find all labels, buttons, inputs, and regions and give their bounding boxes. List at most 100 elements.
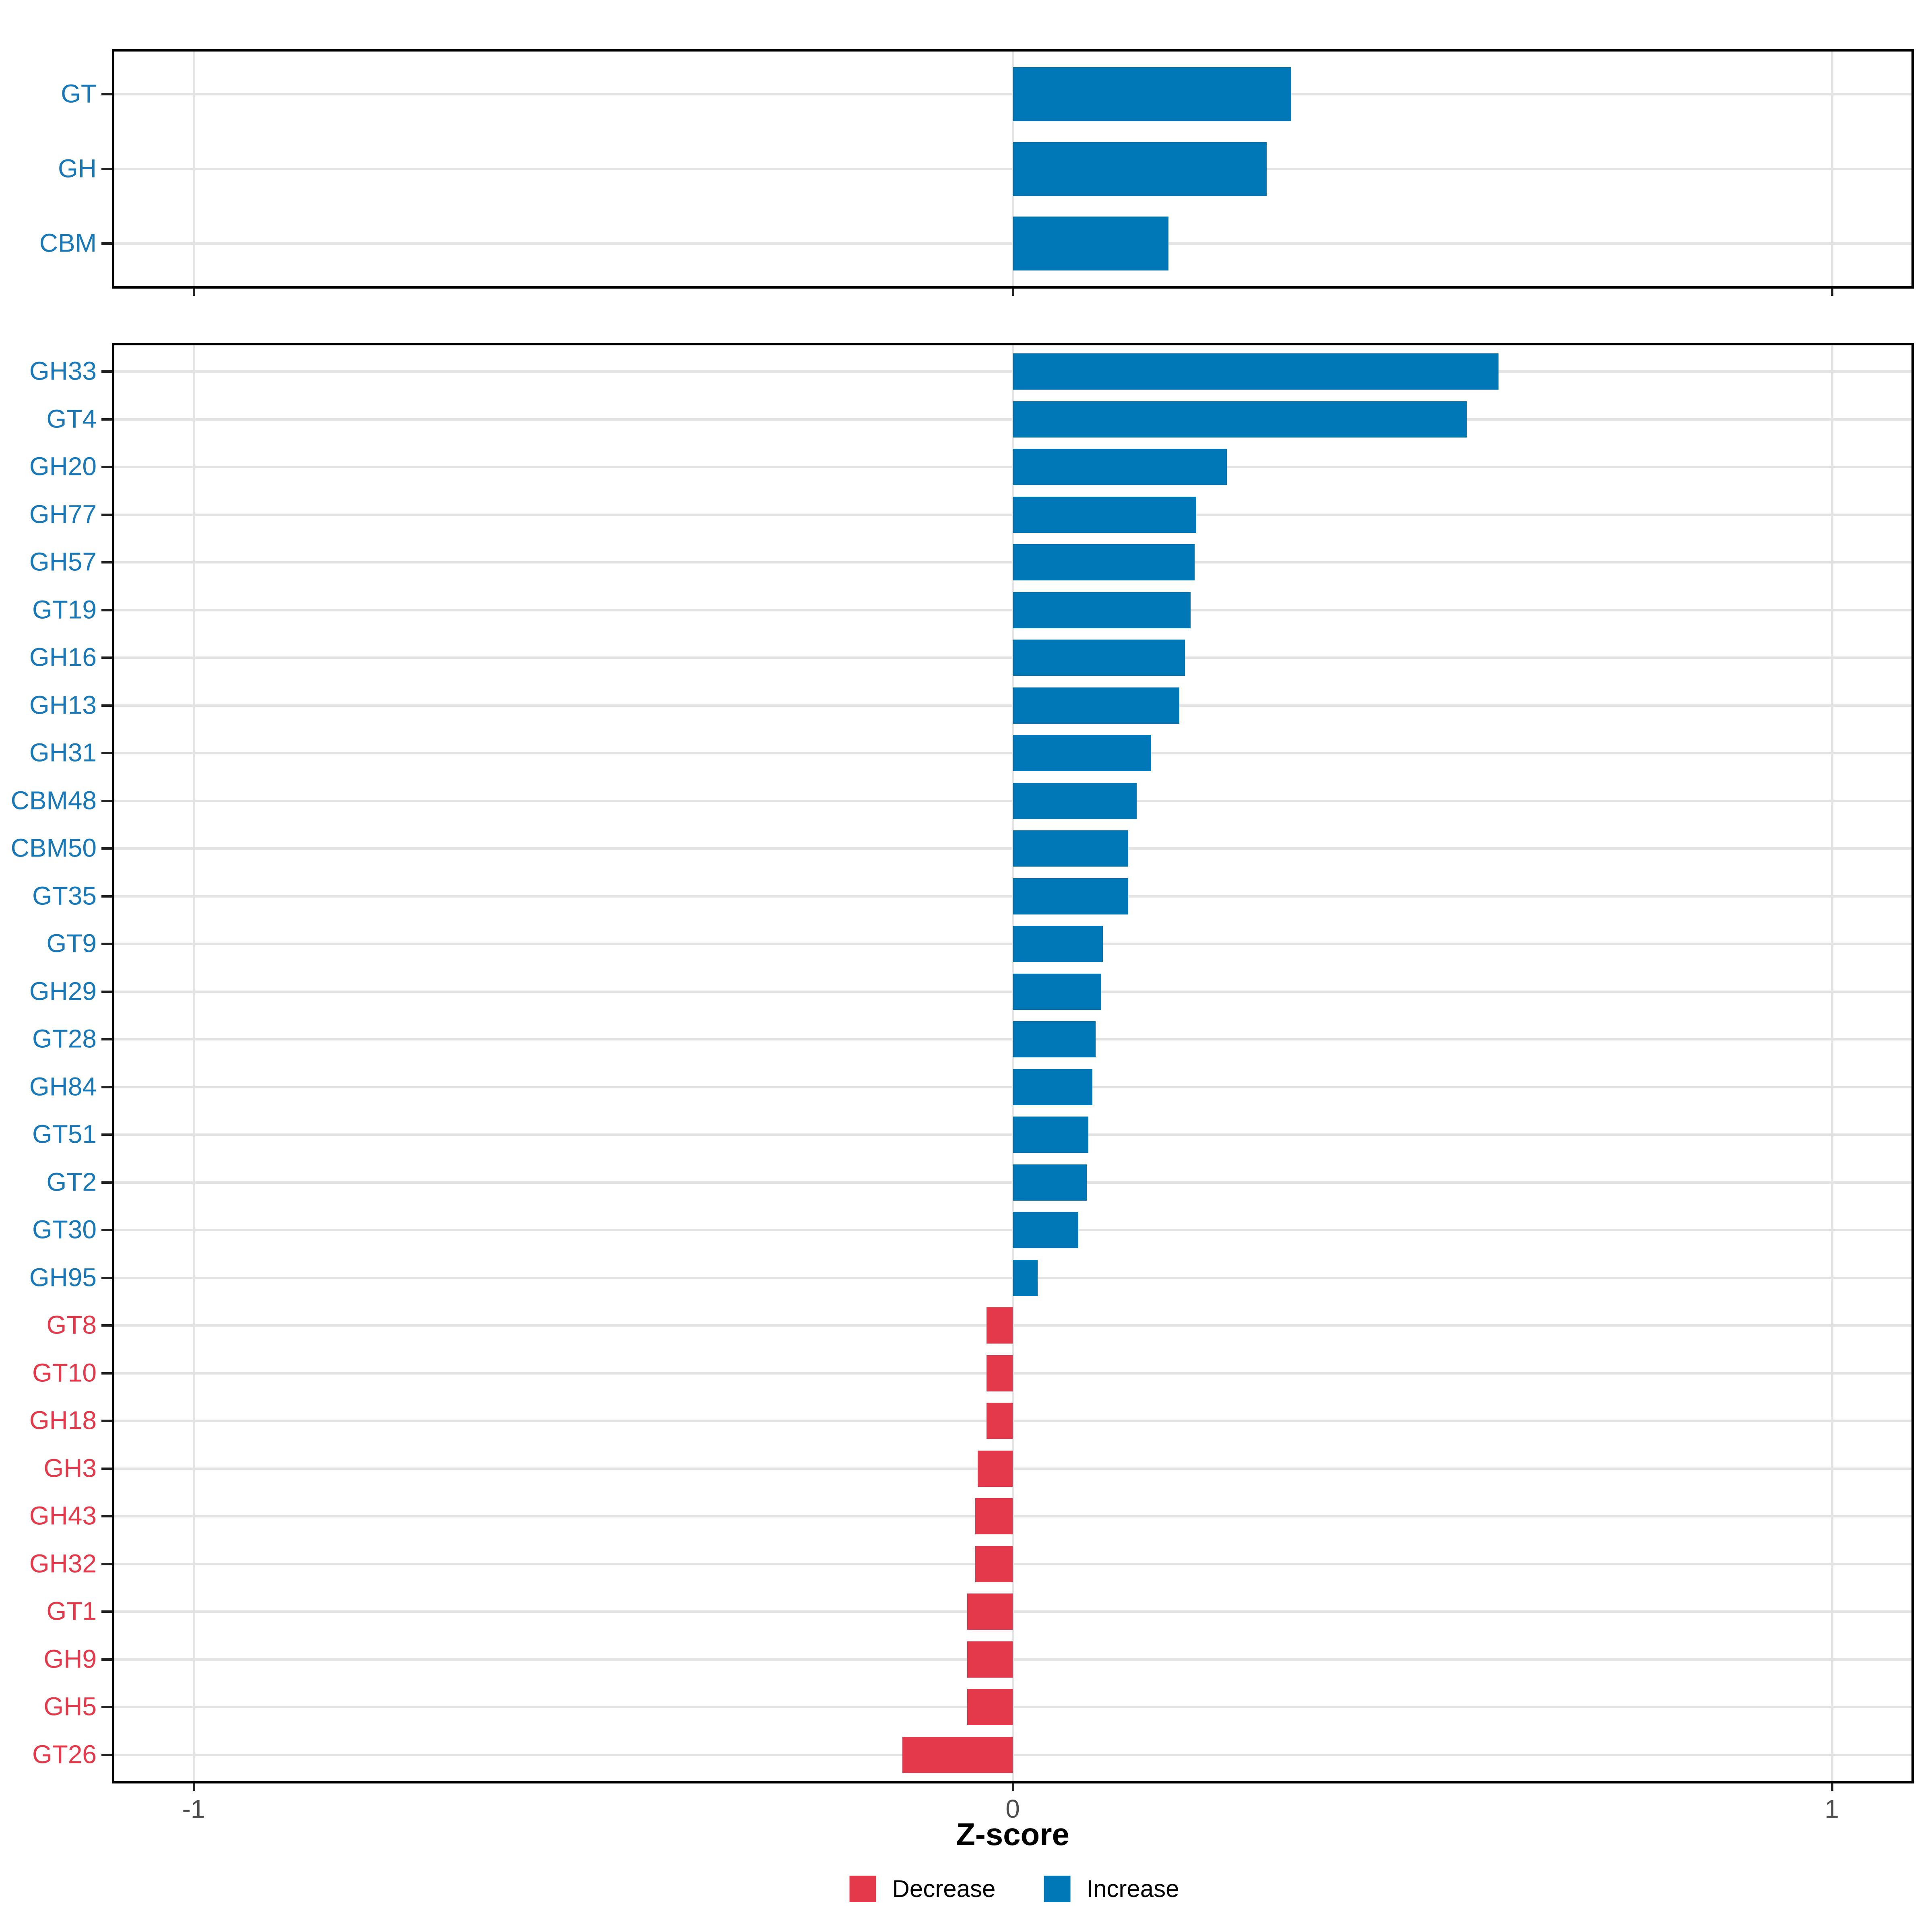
y-axis-tick [101, 561, 112, 564]
bar-gt8 [987, 1307, 1013, 1344]
x-axis-tick [192, 1783, 195, 1791]
x-axis-tick [1011, 289, 1014, 296]
bar-gt28 [1013, 1021, 1096, 1058]
y-axis-tick [101, 656, 112, 659]
category-label-gh57: GH57 [29, 547, 97, 576]
category-label-cbm48: CBM48 [10, 786, 97, 815]
gridline-horizontal [114, 1658, 1911, 1661]
bar-gt35 [1013, 878, 1129, 914]
bottom-panel [112, 343, 1914, 1783]
category-label-gh95: GH95 [29, 1263, 97, 1292]
gridline-horizontal [114, 1372, 1911, 1375]
y-axis-tick [101, 1420, 112, 1422]
y-axis-tick [101, 167, 112, 170]
bar-gt51 [1013, 1117, 1088, 1153]
y-axis-tick [101, 1181, 112, 1184]
y-axis-tick [101, 1133, 112, 1136]
y-axis-tick [101, 704, 112, 707]
category-label-gh31: GH31 [29, 738, 97, 767]
bar-gh3 [977, 1450, 1013, 1487]
y-axis-tick [101, 1515, 112, 1518]
bar-gt30 [1013, 1212, 1079, 1249]
y-axis-tick [101, 1467, 112, 1470]
category-label-gt4: GT4 [46, 404, 97, 433]
y-axis-tick [101, 466, 112, 469]
category-label-cbm: CBM [39, 229, 97, 258]
bar-gh77 [1013, 496, 1197, 533]
x-tick-label-pos1: 1 [1825, 1794, 1839, 1823]
bar-cbm [1013, 217, 1169, 271]
category-label-gh20: GH20 [29, 452, 97, 481]
y-axis-tick [101, 1610, 112, 1613]
legend-item-increase: Increase [1044, 1876, 1179, 1902]
bar-gt26 [902, 1736, 1013, 1773]
category-label-gh13: GH13 [29, 690, 97, 720]
bar-gt [1013, 67, 1292, 121]
gridline-vertical [1831, 345, 1833, 1781]
gridline-horizontal [114, 1515, 1911, 1518]
bar-gt1 [967, 1593, 1013, 1630]
category-label-gh: GH [58, 154, 97, 183]
y-axis-tick [101, 990, 112, 993]
y-axis-tick [101, 752, 112, 755]
category-label-gh16: GH16 [29, 642, 97, 672]
x-axis-tick [1011, 1783, 1014, 1791]
y-axis-tick [101, 418, 112, 421]
y-axis-tick [101, 93, 112, 95]
y-axis-tick [101, 943, 112, 945]
category-label-gt19: GT19 [32, 595, 97, 624]
gridline-vertical [192, 345, 195, 1781]
bar-gh29 [1013, 973, 1102, 1010]
y-axis-tick [101, 1753, 112, 1756]
bar-gh33 [1013, 353, 1499, 390]
bar-gh20 [1013, 449, 1227, 485]
y-axis-tick [101, 847, 112, 850]
gridline-horizontal [114, 1420, 1911, 1422]
top-panel [112, 49, 1914, 289]
bar-cbm50 [1013, 830, 1129, 867]
bar-gh57 [1013, 544, 1195, 581]
bar-gh43 [975, 1498, 1013, 1535]
y-axis-tick [101, 1229, 112, 1232]
bar-gh32 [975, 1546, 1013, 1582]
bar-gt4 [1013, 401, 1467, 438]
category-label-gh29: GH29 [29, 976, 97, 1006]
x-axis-tick [1831, 1783, 1833, 1791]
bar-gt10 [987, 1355, 1013, 1391]
y-axis-tick [101, 1038, 112, 1041]
category-label-gt: GT [61, 79, 97, 108]
category-label-gh5: GH5 [43, 1692, 97, 1721]
bar-gt19 [1013, 592, 1191, 628]
category-label-gh32: GH32 [29, 1549, 97, 1578]
gridline-horizontal [114, 1467, 1911, 1470]
category-label-cbm50: CBM50 [10, 833, 97, 863]
y-axis-tick [101, 370, 112, 373]
bar-gh31 [1013, 735, 1152, 772]
x-axis-title: Z-score [956, 1816, 1069, 1852]
y-axis-tick [101, 1276, 112, 1279]
category-label-gh9: GH9 [43, 1644, 97, 1674]
category-label-gh3: GH3 [43, 1453, 97, 1483]
decrease-swatch-icon [849, 1876, 876, 1902]
y-axis-tick [101, 1706, 112, 1709]
bar-gh95 [1013, 1259, 1038, 1296]
legend-label-decrease: Decrease [892, 1875, 996, 1902]
gridline-horizontal [114, 1610, 1911, 1613]
legend-label-increase: Increase [1086, 1875, 1179, 1902]
bar-gh16 [1013, 640, 1185, 676]
bar-cbm48 [1013, 782, 1137, 819]
category-label-gt30: GT30 [32, 1215, 97, 1245]
y-axis-tick [101, 1324, 112, 1327]
category-label-gt2: GT2 [46, 1167, 97, 1197]
category-label-gt1: GT1 [46, 1597, 97, 1626]
category-label-gh18: GH18 [29, 1406, 97, 1435]
y-axis-tick [101, 799, 112, 802]
category-label-gt9: GT9 [46, 929, 97, 958]
x-axis-tick [1831, 289, 1833, 296]
bar-gh5 [967, 1689, 1013, 1726]
category-label-gt51: GT51 [32, 1119, 97, 1149]
gridline-horizontal [114, 1324, 1911, 1327]
bar-gt2 [1013, 1164, 1087, 1201]
y-axis-tick [101, 1086, 112, 1088]
